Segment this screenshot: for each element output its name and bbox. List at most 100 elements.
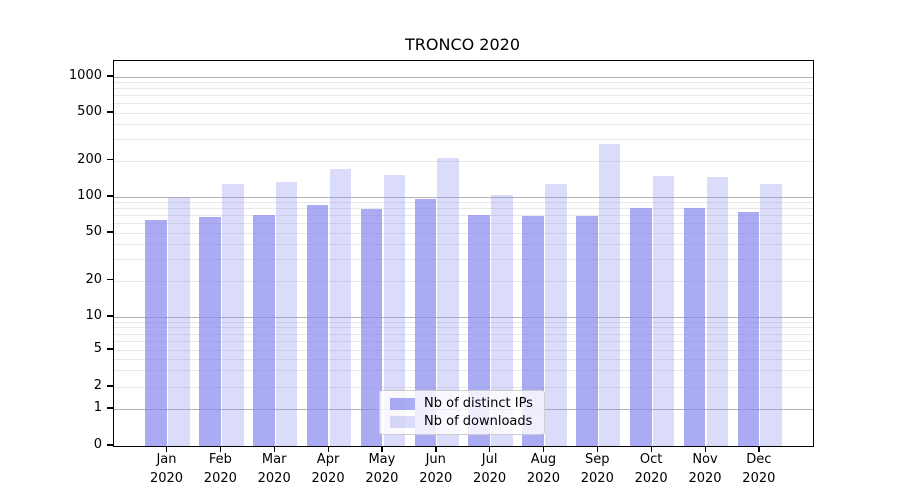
- x-tick-mark: [381, 447, 383, 452]
- x-tick-year: 2020: [149, 471, 184, 486]
- bar-downloads-oct: [652, 175, 675, 446]
- x-tick-month: Aug: [530, 452, 557, 467]
- legend-label: Nb of downloads: [424, 414, 533, 429]
- x-tick-year: 2020: [203, 471, 237, 486]
- y-tick-label: 500: [77, 103, 102, 119]
- x-tick-month: Apr: [316, 452, 340, 467]
- gridline-major: [114, 316, 813, 318]
- bar-downloads-jan: [168, 196, 190, 446]
- x-tick-month: Nov: [692, 452, 718, 467]
- x-tick-mark: [758, 447, 760, 452]
- x-tick-month: Mar: [261, 452, 287, 467]
- x-tick-month: Jan: [156, 452, 177, 467]
- y-tick-label: 10: [85, 307, 102, 323]
- x-tick-label: Sep 2020: [568, 450, 626, 488]
- legend-label: Nb of distinct IPs: [424, 396, 533, 411]
- gridline-minor: [114, 349, 813, 351]
- bar-distinct-ips-apr: [306, 205, 329, 446]
- x-tick-label: Mar 2020: [245, 450, 303, 488]
- x-tick-year: 2020: [634, 471, 668, 486]
- gridline-minor: [114, 160, 813, 162]
- bar-downloads-may: [383, 175, 406, 446]
- bar-distinct-ips-sep: [576, 216, 598, 446]
- bar-downloads-feb: [221, 183, 244, 446]
- x-tick-label: Dec 2020: [730, 450, 788, 488]
- bar-distinct-ips-mar: [253, 215, 275, 446]
- bar-downloads-mar: [275, 181, 298, 446]
- gridline-minor: [114, 333, 813, 335]
- x-tick-month: Jul: [481, 452, 498, 467]
- x-tick-label: Aug 2020: [514, 450, 572, 488]
- gridline-minor: [114, 223, 813, 225]
- x-tick-mark: [650, 447, 653, 452]
- gridline-minor: [114, 208, 813, 210]
- gridline-minor: [114, 202, 813, 204]
- bar-downloads-jun: [437, 158, 459, 446]
- x-tick-year: 2020: [473, 471, 507, 486]
- bar-distinct-ips-may: [360, 208, 383, 446]
- gridline-minor: [114, 244, 813, 246]
- gridline-minor: [114, 139, 813, 141]
- y-tick-mark: [107, 444, 113, 446]
- x-tick-month: Jun: [425, 452, 446, 467]
- x-tick-label: Nov 2020: [676, 450, 734, 488]
- gridline-major: [114, 76, 813, 78]
- x-tick-month: Dec: [746, 452, 772, 467]
- x-tick-mark: [489, 447, 491, 452]
- y-tick-mark: [107, 195, 113, 197]
- gridline-minor: [114, 232, 813, 234]
- y-tick-label: 1000: [68, 67, 102, 83]
- x-tick-year: 2020: [580, 471, 614, 486]
- y-tick-mark: [107, 279, 113, 281]
- legend-swatch-icon: [390, 397, 415, 410]
- x-tick-label: Apr 2020: [299, 450, 357, 488]
- bar-distinct-ips-jan: [145, 219, 167, 446]
- x-tick-mark: [273, 447, 276, 452]
- bar-downloads-dec: [760, 183, 783, 446]
- x-tick-mark: [166, 447, 168, 452]
- y-tick-label: 50: [85, 223, 102, 239]
- bar-downloads-nov: [706, 176, 729, 446]
- gridline-minor: [114, 88, 813, 90]
- bar-distinct-ips-aug: [522, 216, 544, 446]
- y-tick-mark: [107, 231, 113, 233]
- gridline-minor: [114, 327, 813, 329]
- gridline-major: [114, 196, 813, 198]
- x-tick-year: 2020: [742, 471, 776, 486]
- y-tick-label: 200: [77, 151, 102, 167]
- gridline-minor: [114, 103, 813, 105]
- x-tick-month: Feb: [208, 452, 232, 467]
- x-tick-mark: [596, 447, 599, 452]
- gridline-minor: [114, 259, 813, 261]
- bar-distinct-ips-oct: [629, 208, 652, 446]
- y-tick-label: 20: [85, 271, 102, 287]
- plot-area: [113, 60, 814, 447]
- gridline-minor: [114, 124, 813, 126]
- x-tick-year: 2020: [365, 471, 399, 486]
- gridline-minor: [114, 112, 813, 114]
- y-tick-mark: [107, 385, 113, 387]
- bar-downloads-jul: [491, 194, 513, 446]
- x-tick-mark: [435, 447, 437, 452]
- gridline-minor: [114, 321, 813, 323]
- x-tick-label: Jun 2020: [407, 450, 465, 488]
- bar-distinct-ips-feb: [199, 216, 221, 446]
- bar-downloads-sep: [598, 143, 621, 446]
- y-tick-label: 100: [77, 187, 102, 203]
- bar-distinct-ips-dec: [737, 212, 760, 446]
- x-tick-label: Feb 2020: [191, 450, 249, 488]
- gridline-minor: [114, 386, 813, 388]
- legend-swatch-icon: [390, 415, 415, 428]
- x-tick-year: 2020: [526, 471, 560, 486]
- bar-distinct-ips-jul: [468, 215, 490, 446]
- x-tick-month: Oct: [639, 452, 663, 467]
- gridline-minor: [114, 280, 813, 282]
- x-tick-mark: [327, 447, 329, 452]
- y-tick-label: 5: [93, 340, 102, 356]
- x-tick-year: 2020: [311, 471, 345, 486]
- gridline-minor: [114, 341, 813, 343]
- y-tick-mark: [107, 111, 113, 113]
- gridline-minor: [114, 215, 813, 217]
- bar-distinct-ips-jun: [414, 199, 437, 446]
